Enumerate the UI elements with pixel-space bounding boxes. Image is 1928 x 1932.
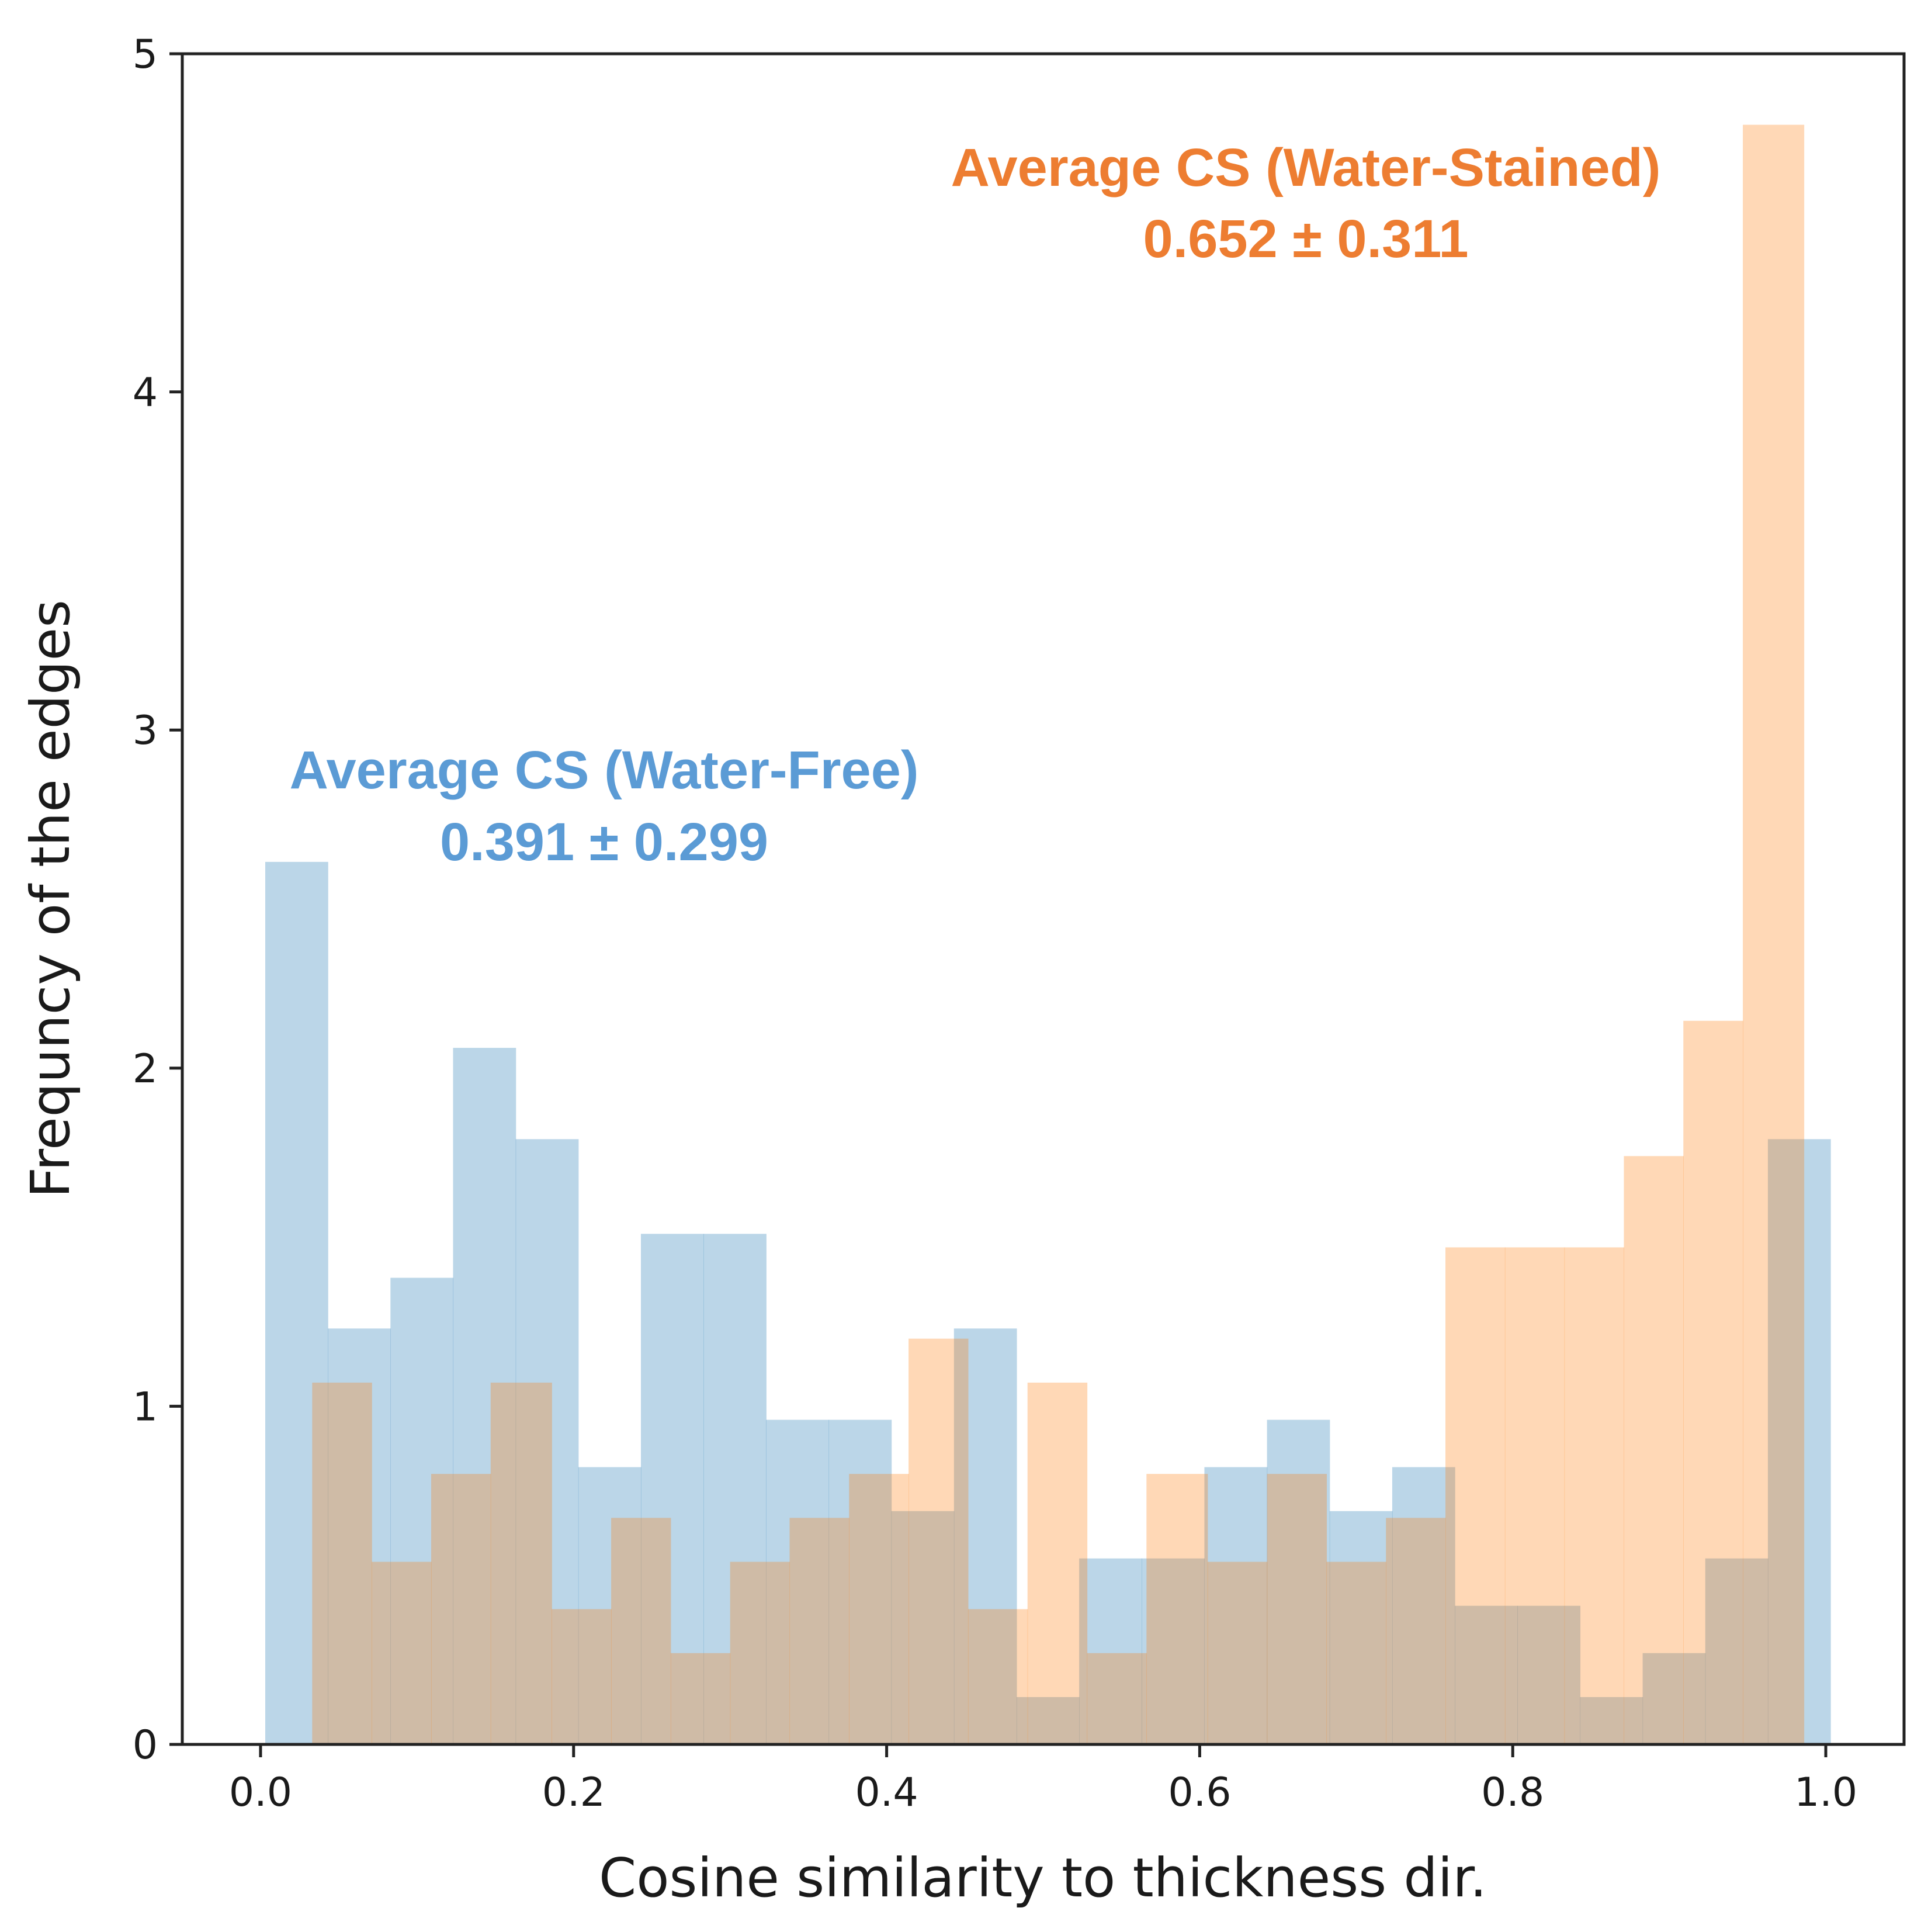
plot-frame	[181, 52, 1906, 1746]
water-stained-bar	[1504, 1247, 1565, 1744]
water-free-bar	[1517, 1605, 1581, 1744]
water-free-annotation-label: Average CS (Water-Free)	[289, 740, 918, 800]
water-stained-bar	[611, 1518, 671, 1744]
water-stained-bar	[1386, 1518, 1446, 1744]
ticks-layer: 0.0 0.2 0.4 0.6 0.8 1.0 0 1 2 3 4 5	[133, 32, 1857, 1816]
water-stained-bar	[789, 1518, 849, 1744]
water-free-bar	[1392, 1467, 1455, 1744]
water-free-bar	[1705, 1558, 1769, 1744]
x-tick-label: 0.2	[542, 1770, 605, 1816]
water-free-bar	[953, 1328, 1017, 1744]
water-stained-bar	[1027, 1382, 1088, 1744]
water-free-bar	[640, 1234, 704, 1744]
water-free-annotation-value: 0.391 ± 0.299	[440, 812, 768, 872]
water-free-bar	[891, 1511, 955, 1744]
water-stained-bar	[1564, 1247, 1625, 1744]
water-stained-bar	[1267, 1474, 1327, 1744]
water-free-bar	[1329, 1511, 1393, 1744]
x-tick-label: 0.0	[229, 1770, 292, 1816]
water-stained-bar	[1146, 1474, 1208, 1744]
water-free-annotation: Average CS (Water-Free) 0.391 ± 0.299	[289, 740, 918, 872]
x-axis-title: Cosine similarity to thickness dir.	[599, 1847, 1487, 1909]
water-free-bar	[578, 1467, 641, 1744]
water-stained-annotation-label: Average CS (Water-Stained)	[951, 138, 1660, 198]
water-free-bar	[328, 1328, 391, 1744]
water-stained-annotation: Average CS (Water-Stained) 0.652 ± 0.311	[951, 138, 1660, 269]
water-free-bar	[1016, 1696, 1080, 1744]
water-stained-bar	[431, 1474, 491, 1744]
water-free-bar	[1455, 1605, 1518, 1744]
water-stained-annotation-value: 0.652 ± 0.311	[1143, 209, 1469, 269]
water-stained-bar	[552, 1609, 612, 1744]
water-stained-bar	[490, 1382, 552, 1744]
y-tick-label: 5	[133, 32, 158, 78]
water-stained-bar	[1743, 124, 1805, 1744]
x-tick-label: 0.6	[1168, 1770, 1231, 1816]
water-free-bar	[703, 1234, 767, 1744]
water-stained-bar	[908, 1338, 969, 1744]
water-stained-bar	[968, 1609, 1028, 1744]
water-free-bar	[1642, 1653, 1706, 1744]
y-tick-label: 0	[133, 1722, 158, 1768]
water-free-bar	[828, 1419, 892, 1744]
y-axis-title: Frequncy of the edges	[19, 600, 82, 1198]
water-stained-bar	[1087, 1653, 1147, 1744]
x-tick-label: 0.4	[855, 1770, 918, 1816]
y-tick-label: 3	[133, 708, 158, 754]
water-free-bar	[1142, 1558, 1205, 1744]
water-free-bar	[515, 1139, 579, 1744]
water-stained-bar	[670, 1653, 731, 1744]
water-stained-bar	[312, 1382, 372, 1744]
water-stained-bar	[1326, 1561, 1386, 1744]
water-free-bar	[1204, 1467, 1268, 1744]
y-tick-label: 2	[133, 1046, 158, 1092]
water-free-bar	[265, 861, 328, 1744]
water-free-bar	[1767, 1139, 1831, 1744]
x-tick-label: 0.8	[1481, 1770, 1544, 1816]
water-stained-series	[312, 124, 1805, 1744]
water-stained-bar	[1207, 1561, 1268, 1744]
water-free-bar	[1079, 1558, 1142, 1744]
water-stained-bar	[1683, 1020, 1743, 1744]
y-tick-label: 4	[133, 370, 158, 416]
water-stained-bar	[730, 1561, 790, 1744]
x-tick-label: 1.0	[1794, 1770, 1857, 1816]
water-free-bar	[766, 1419, 830, 1744]
water-stained-bar	[1624, 1156, 1684, 1744]
water-free-bar	[1267, 1419, 1330, 1744]
water-stained-bar	[1445, 1247, 1506, 1744]
water-stained-bar	[849, 1474, 909, 1744]
water-stained-bar	[372, 1561, 432, 1744]
bars-layer	[265, 124, 1831, 1744]
y-tick-label: 1	[133, 1384, 158, 1430]
water-free-bar	[1580, 1696, 1643, 1744]
water-free-bar	[453, 1048, 516, 1744]
water-free-bar	[390, 1277, 454, 1744]
water-free-series	[265, 861, 1831, 1744]
